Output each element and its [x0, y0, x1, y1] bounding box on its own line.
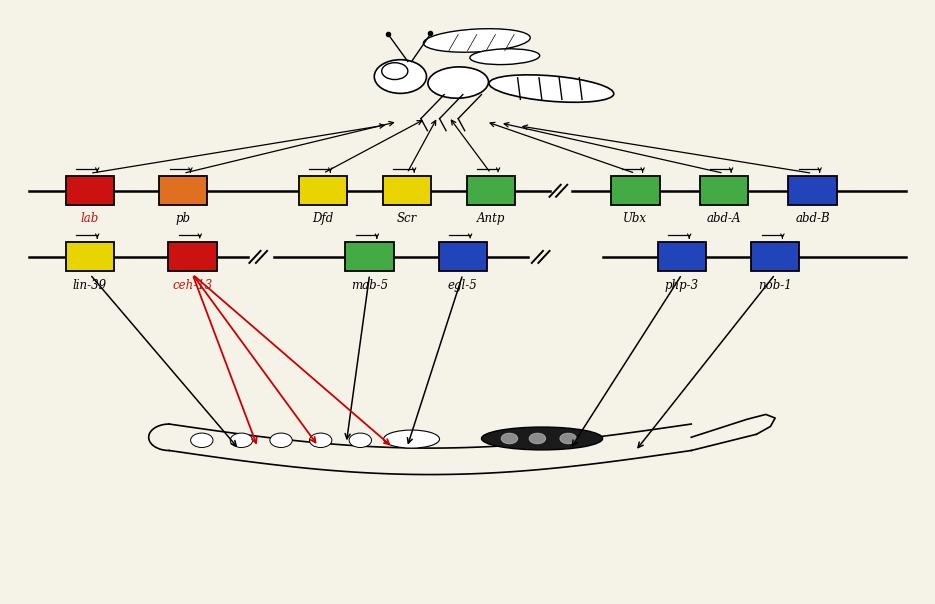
Ellipse shape [482, 427, 603, 450]
Text: ceh-13: ceh-13 [172, 278, 212, 292]
Text: mab-5: mab-5 [351, 278, 388, 292]
Bar [299, 176, 347, 205]
Text: lab: lab [80, 213, 99, 225]
Text: pb: pb [176, 213, 191, 225]
Bar [788, 176, 837, 205]
Bar [657, 242, 706, 271]
Ellipse shape [383, 430, 439, 448]
Text: Ubx: Ubx [624, 213, 647, 225]
Bar [751, 242, 799, 271]
Text: Dfd: Dfd [312, 213, 334, 225]
Bar [699, 176, 748, 205]
Text: nob-1: nob-1 [758, 278, 792, 292]
Text: Scr: Scr [396, 213, 417, 225]
Bar [65, 176, 114, 205]
Text: Antp: Antp [477, 213, 505, 225]
Bar [439, 242, 487, 271]
Text: lin-39: lin-39 [73, 278, 107, 292]
Bar [382, 176, 431, 205]
Text: abd-B: abd-B [795, 213, 829, 225]
Text: php-3: php-3 [665, 278, 699, 292]
Bar [168, 242, 217, 271]
Bar [159, 176, 208, 205]
Bar [345, 242, 394, 271]
Ellipse shape [489, 75, 613, 102]
Ellipse shape [424, 29, 530, 52]
Circle shape [381, 63, 408, 80]
Circle shape [349, 433, 371, 448]
Circle shape [191, 433, 213, 448]
Circle shape [529, 433, 546, 444]
Ellipse shape [470, 49, 539, 65]
Text: egl-5: egl-5 [448, 278, 478, 292]
Bar [611, 176, 659, 205]
Circle shape [374, 60, 426, 94]
Circle shape [560, 433, 577, 444]
Bar [65, 242, 114, 271]
Text: abd-A: abd-A [707, 213, 741, 225]
Circle shape [309, 433, 332, 448]
Circle shape [230, 433, 252, 448]
Bar [467, 176, 515, 205]
Ellipse shape [428, 67, 488, 98]
Circle shape [270, 433, 293, 448]
Circle shape [501, 433, 518, 444]
